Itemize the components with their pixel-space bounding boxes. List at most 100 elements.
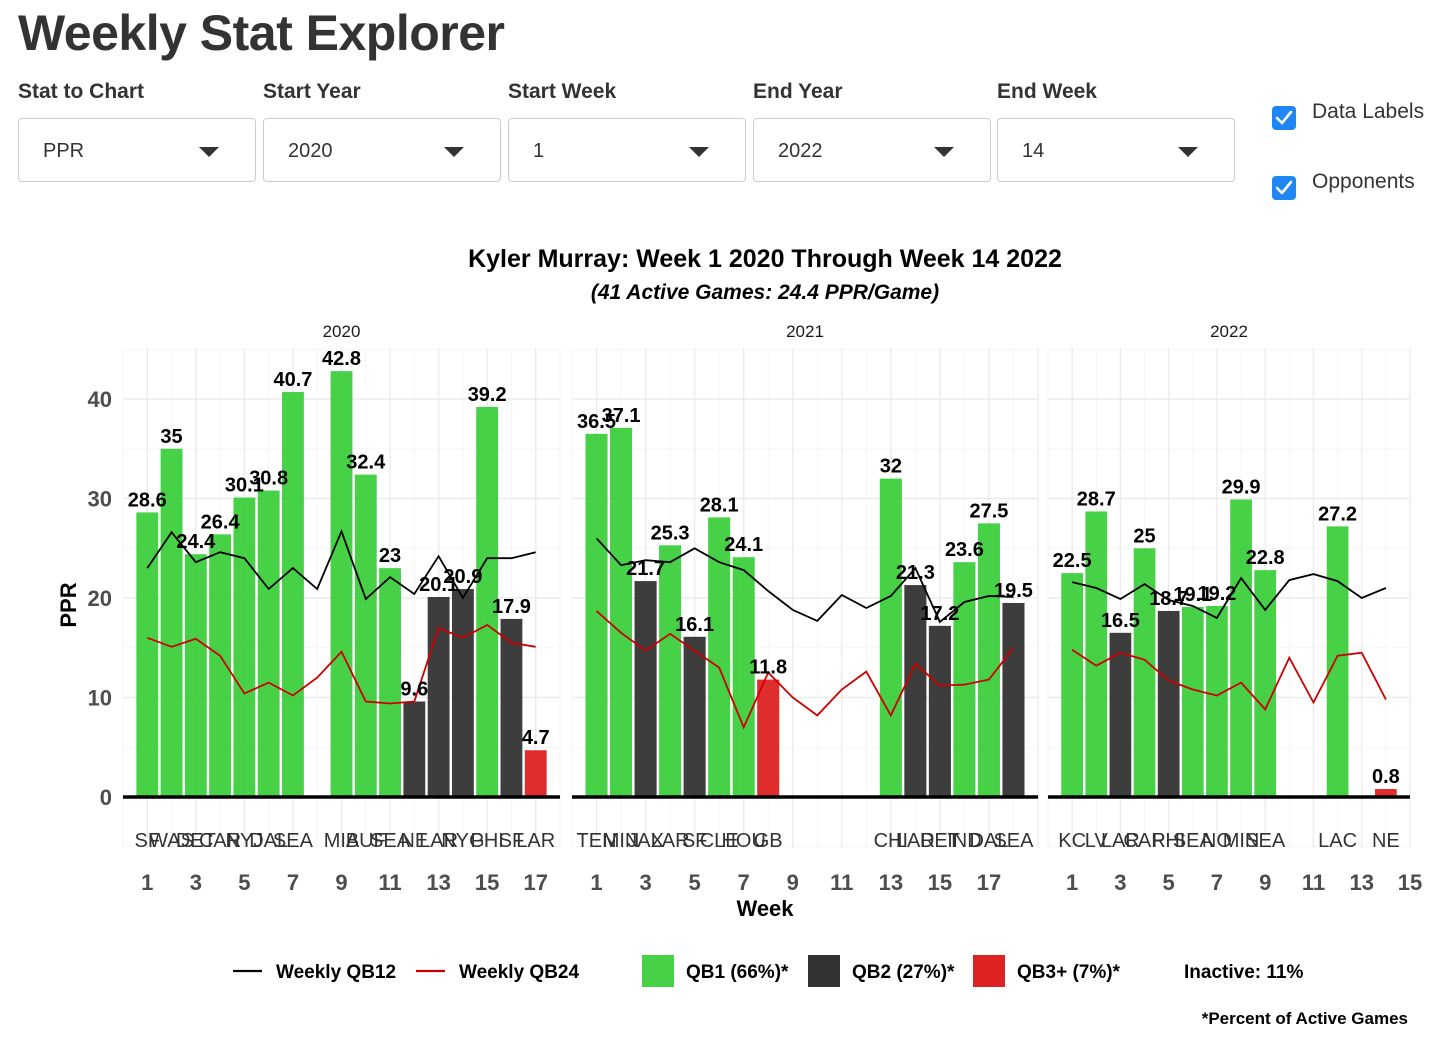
end-week-select[interactable]: 14: [997, 118, 1235, 182]
chart-title: Kyler Murray: Week 1 2020 Through Week 1…: [468, 245, 1062, 273]
legend-key-qb3: [973, 955, 1005, 987]
opponent-label: CAR: [199, 830, 241, 852]
data-label: 28.6: [128, 489, 167, 511]
bar-week-12: [1326, 526, 1349, 797]
data-label: 27.2: [1318, 503, 1357, 525]
facet-label-2022: 2022: [1210, 322, 1248, 341]
x-tick-label: 7: [1211, 870, 1223, 895]
data-label: 19.2: [1197, 583, 1236, 605]
start-week-label: Start Week: [508, 80, 617, 103]
opponent-label: PHI: [470, 830, 503, 852]
y-tick-label: 40: [88, 387, 112, 412]
x-tick-label: 9: [335, 870, 347, 895]
legend-label-qb3: QB3+ (7%)*: [1017, 962, 1121, 983]
data-label: 23.6: [945, 539, 984, 561]
start-year-select[interactable]: 2020: [263, 118, 501, 182]
bar-week-6: [708, 517, 731, 797]
data-label: 21.7: [626, 558, 665, 580]
opponent-label: SF: [134, 830, 160, 852]
bar-week-1: [585, 433, 608, 797]
bar-week-15: [928, 625, 951, 797]
end-year-label: End Year: [753, 80, 843, 103]
end-week-label: End Week: [997, 80, 1097, 103]
data-label: 37.1: [602, 405, 641, 427]
chevron-down-icon: [689, 147, 709, 157]
start-week-select[interactable]: 1: [508, 118, 746, 182]
bar-week-5: [683, 636, 706, 797]
legend-label-qb12: Weekly QB12: [276, 962, 396, 983]
start-year-label: Start Year: [263, 80, 361, 103]
start-year-control: Start Year 2020: [263, 80, 501, 182]
chevron-down-icon: [934, 147, 954, 157]
bar-week-9: [330, 371, 353, 797]
facet-label-2020: 2020: [323, 322, 361, 341]
x-tick-label: 13: [1349, 870, 1373, 895]
opponent-label: SEA: [993, 830, 1034, 852]
opponent-label: MIA: [324, 830, 360, 852]
opponent-label: PHI: [1152, 830, 1185, 852]
bar-week-13: [879, 478, 902, 797]
bar-week-14: [1375, 789, 1397, 797]
data-label: 22.8: [1246, 547, 1285, 569]
page-title: Weekly Stat Explorer: [18, 5, 505, 61]
data-label: 23: [379, 545, 401, 567]
data-label: 42.8: [322, 348, 361, 370]
checkbox-checked-icon: [1272, 106, 1296, 130]
bar-week-17: [524, 750, 547, 797]
bar-week-9: [1254, 570, 1277, 797]
opponent-label: TEN: [577, 830, 617, 852]
data-label: 27.5: [969, 500, 1008, 522]
opponent-label: NE: [400, 830, 428, 852]
bar-week-8: [1230, 499, 1252, 797]
end-year-value: 2022: [778, 140, 823, 162]
line-weekly-qb12: [595, 537, 1014, 624]
line-weekly-qb12: [146, 528, 536, 601]
data-label: 26.4: [201, 511, 241, 533]
x-tick-label: 3: [1114, 870, 1126, 895]
data-label: 9.6: [400, 678, 428, 700]
start-year-value: 2020: [288, 140, 333, 162]
bar-week-2: [1085, 511, 1108, 797]
legend-key-qb2: [808, 955, 840, 987]
data-label: 20.9: [443, 566, 482, 588]
data-labels-label: Data Labels: [1312, 100, 1425, 123]
x-tick-label: 1: [1066, 870, 1078, 895]
data-label: 35: [160, 426, 182, 448]
bar-week-5: [233, 497, 256, 797]
bar-week-17: [977, 523, 1000, 797]
stat-to-chart-select[interactable]: PPR: [18, 118, 256, 182]
data-label: 40.7: [273, 369, 312, 391]
opponent-label: CHI: [874, 830, 908, 852]
data-label: 28.1: [700, 494, 739, 516]
data-label: 16.5: [1101, 610, 1140, 632]
x-axis-label: Week: [736, 896, 794, 921]
data-label: 19.5: [994, 580, 1033, 602]
end-week-control: End Week 14: [997, 80, 1235, 182]
inactive-label: Inactive: 11%: [1184, 962, 1303, 983]
chart-subtitle: (41 Active Games: 24.4 PPR/Game): [591, 281, 939, 304]
line-weekly-qb24: [595, 610, 1015, 730]
x-tick-label: 13: [426, 870, 450, 895]
end-year-select[interactable]: 2022: [753, 118, 991, 182]
data-label: 17.9: [492, 596, 531, 618]
opponent-label: DAL: [249, 830, 288, 852]
bar-week-8: [757, 679, 780, 797]
opponent-label: LAR: [1101, 830, 1140, 852]
bar-week-1: [136, 512, 159, 797]
opponent-label: MIN: [1223, 830, 1260, 852]
footnote: *Percent of Active Games: [1202, 1009, 1408, 1028]
data-label: 4.7: [522, 727, 550, 749]
start-week-value: 1: [533, 140, 545, 162]
x-tick-label: 3: [190, 870, 202, 895]
bar-week-4: [659, 545, 682, 797]
bar-week-5: [1157, 610, 1180, 797]
x-tick-label: 5: [689, 870, 701, 895]
bar-week-6: [257, 490, 280, 797]
data-label: 30.8: [249, 468, 288, 490]
bar-week-7: [732, 557, 755, 797]
opponent-label: LAR: [419, 830, 458, 852]
opponent-label: KC: [1058, 830, 1086, 852]
bar-week-4: [209, 534, 232, 797]
x-tick-label: 11: [378, 870, 401, 895]
